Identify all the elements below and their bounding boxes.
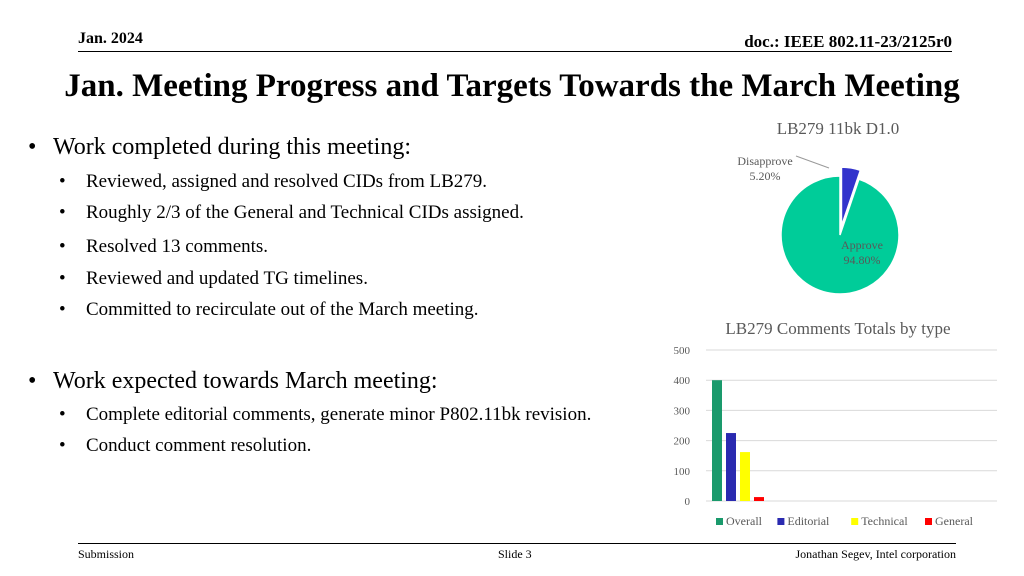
pie-label-approve-name: Approve: [841, 238, 883, 252]
legend-swatch: [716, 518, 723, 525]
y-tick-label: 500: [674, 345, 691, 357]
footer-slide-number: Slide 3: [498, 547, 532, 561]
legend-swatch: [777, 518, 785, 525]
pie-label-approve-value: 94.80%: [844, 253, 881, 267]
pie-label-disapprove-value: 5.20%: [750, 169, 781, 183]
bullet-dot-icon: •: [28, 134, 37, 160]
slide-title: Jan. Meeting Progress and Targets Toward…: [64, 68, 960, 104]
pie-slice-disapprove: [840, 166, 862, 227]
header-date: Jan. 2024: [78, 30, 143, 47]
bar-general: [754, 497, 764, 501]
legend-label-general: General: [935, 514, 974, 528]
bar-editorial: [726, 433, 736, 501]
bullet-dot-icon: •: [59, 171, 66, 192]
footer-author: Jonathan Segev, Intel corporation: [795, 547, 956, 561]
y-tick-label: 100: [674, 466, 691, 478]
bar-title: LB279 Comments Totals by type: [725, 319, 950, 338]
bullet-dot-icon: •: [59, 404, 66, 425]
y-tick-label: 0: [685, 496, 691, 508]
bullet-dot-icon: •: [59, 299, 66, 320]
header-doc-id: doc.: IEEE 802.11-23/2125r0: [744, 32, 952, 51]
bullet-dot-icon: •: [59, 236, 66, 257]
pie-chart-svg: LB279 11bk D1.0 Disapprove 5.20% Approve…: [737, 119, 900, 295]
footer-divider: [78, 543, 956, 544]
header-divider: [78, 51, 952, 52]
y-tick-label: 400: [674, 375, 691, 387]
bar-technical: [740, 452, 750, 501]
pie-leader-line: [795, 155, 830, 169]
footer-left: Submission: [78, 547, 135, 561]
pie-label-disapprove-name: Disapprove: [737, 154, 792, 168]
legend-swatch: [925, 518, 932, 525]
bullet-dot-icon: •: [28, 368, 37, 394]
bar-chart: LB279 Comments Totals by type 0 100 200 300…: [660, 312, 1000, 540]
bullet-dot-icon: •: [59, 202, 66, 223]
bar-chart-svg: LB279 Comments Totals by type 0 100 200 300…: [674, 319, 997, 528]
pie-slice-approve: [780, 175, 900, 295]
legend-label-editorial: Editorial: [787, 514, 830, 528]
legend-label-overall: Overall: [726, 514, 763, 528]
legend-label-technical: Technical: [861, 514, 908, 528]
y-tick-label: 300: [674, 405, 691, 417]
y-tick-label: 200: [674, 436, 691, 448]
bullet-dot-icon: •: [59, 268, 66, 289]
bar-overall: [712, 380, 722, 501]
bullet-dot-icon: •: [59, 435, 66, 456]
pie-chart: LB279 11bk D1.0 Disapprove 5.20% Approve…: [700, 112, 990, 302]
legend-swatch: [851, 518, 859, 525]
pie-title: LB279 11bk D1.0: [777, 119, 900, 138]
